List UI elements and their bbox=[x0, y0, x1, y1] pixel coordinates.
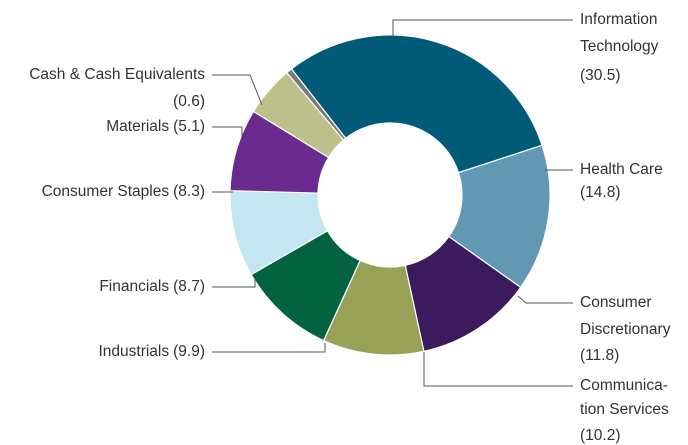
category-text: Health Care bbox=[580, 161, 663, 178]
leader-line bbox=[212, 278, 256, 288]
leader-line bbox=[392, 19, 573, 36]
donut-slice bbox=[447, 144, 551, 289]
category-text: Cash & Cash Equivalents bbox=[29, 66, 205, 83]
value-label: (10.2) bbox=[580, 427, 621, 444]
leader-line bbox=[212, 343, 326, 353]
value-label: (14.8) bbox=[580, 184, 621, 201]
slice-label: Industrials (9.9) bbox=[98, 343, 205, 360]
category-text: Discretionary bbox=[580, 321, 671, 338]
slice-label: Financials (8.7) bbox=[99, 278, 205, 295]
category-text: Information bbox=[580, 11, 658, 28]
slice-label: Information bbox=[580, 11, 658, 28]
value-label: (5.1) bbox=[173, 118, 205, 135]
slice-label: Consumer Staples (8.3) bbox=[42, 183, 205, 200]
slice-label: Technology bbox=[580, 38, 659, 55]
value-label: (0.6) bbox=[173, 93, 205, 110]
category-text: Industrials bbox=[98, 343, 169, 360]
slice-label: Discretionary bbox=[580, 321, 671, 338]
slice-label: Communica- bbox=[580, 377, 668, 394]
category-text: Financials bbox=[99, 278, 169, 295]
leader-line bbox=[517, 295, 573, 304]
value-label: (30.5) bbox=[580, 67, 621, 84]
donut-slice bbox=[290, 34, 543, 174]
value-label: (8.7) bbox=[173, 278, 205, 295]
slice-label: tion Services bbox=[580, 401, 669, 418]
slice-label: Cash & Cash Equivalents bbox=[29, 66, 205, 83]
value-label: (9.9) bbox=[173, 343, 205, 360]
leader-line bbox=[212, 74, 263, 106]
slice-label: Consumer bbox=[580, 294, 652, 311]
category-text: tion Services bbox=[580, 401, 669, 418]
category-text: Consumer Staples bbox=[42, 183, 170, 200]
leader-line bbox=[423, 352, 573, 387]
category-text: Consumer bbox=[580, 294, 652, 311]
donut-slice bbox=[285, 68, 347, 141]
slice-label: Materials (5.1) bbox=[106, 118, 205, 135]
leader-line bbox=[212, 126, 243, 137]
category-text: Communica- bbox=[580, 377, 668, 394]
category-text: Materials bbox=[106, 118, 169, 135]
category-text: Technology bbox=[580, 38, 659, 55]
value-label: (11.8) bbox=[580, 347, 619, 364]
value-label: (8.3) bbox=[173, 183, 205, 200]
slice-label: Health Care bbox=[580, 161, 663, 178]
